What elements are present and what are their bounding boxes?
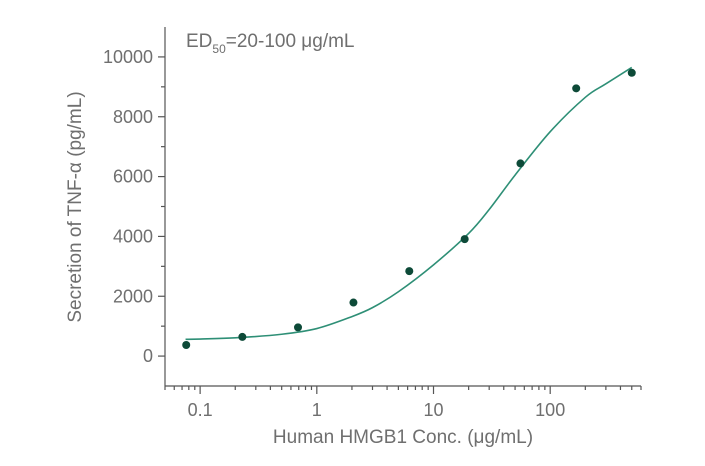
data-point [294, 323, 303, 332]
data-point [516, 159, 525, 168]
y-tick-label: 6000 [113, 167, 153, 187]
fit-curve-layer [185, 66, 633, 341]
y-tick-label: 2000 [113, 286, 153, 306]
y-tick-label: 8000 [113, 107, 153, 127]
x-tick-label: 0.1 [188, 400, 213, 420]
data-points-layer [182, 68, 636, 350]
fit-curve [185, 66, 633, 341]
data-point [460, 235, 469, 244]
y-tick-label: 4000 [113, 226, 153, 246]
y-axis-label: Secretion of TNF-α (pg/mL) [65, 91, 86, 322]
y-tick-label: 0 [143, 346, 153, 366]
data-point [349, 298, 358, 307]
y-tick-label: 10000 [103, 47, 153, 67]
data-point [238, 332, 247, 341]
x-tick-label: 10 [423, 400, 443, 420]
axes-layer: 0 2000 4000 6000 8000 10000 0.1 1 10 100 [103, 27, 642, 420]
data-point [405, 267, 414, 276]
ed50-annotation: ED50=20-100 μg/mL [186, 31, 355, 56]
data-point [182, 341, 191, 350]
x-tick-label: 100 [535, 400, 565, 420]
data-point [572, 84, 581, 93]
data-point [627, 68, 636, 77]
x-tick-label: 1 [312, 400, 322, 420]
x-axis-label: Human HMGB1 Conc. (μg/mL) [273, 427, 533, 448]
